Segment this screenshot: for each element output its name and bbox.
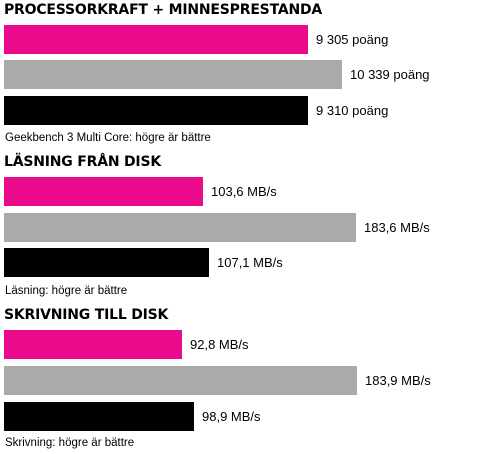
chart-footnote: Läsning: högre är bättre (5, 285, 128, 297)
chart-title: LÄSNING FRÅN DISK (4, 154, 161, 170)
black-bar (4, 96, 308, 125)
magenta-bar (4, 177, 203, 206)
value-label: 183,6 MB/s (364, 219, 430, 235)
disk-read-panel: LÄSNING FRÅN DISK 103,6 MB/s 183,6 MB/s 107… (0, 152, 480, 302)
gray-bar (4, 60, 342, 89)
black-bar (4, 248, 209, 277)
value-label: 183,9 MB/s (365, 372, 431, 388)
value-label: 92,8 MB/s (190, 336, 249, 352)
value-label: 98,9 MB/s (202, 408, 261, 424)
gray-bar (4, 213, 356, 242)
value-label: 103,6 MB/s (211, 183, 277, 199)
magenta-bar (4, 330, 182, 359)
gray-bar (4, 366, 357, 395)
cpu-memory-panel: PROCESSORKRAFT + MINNESPRESTANDA 9 305 po… (0, 0, 480, 150)
magenta-bar (4, 25, 308, 54)
value-label: 9 310 poäng (316, 102, 389, 118)
value-label: 9 305 poäng (316, 31, 389, 47)
chart-footnote: Skrivning: högre är bättre (5, 437, 135, 449)
disk-write-panel: SKRIVNING TILL DISK 92,8 MB/s 183,9 MB/s 98… (0, 305, 480, 454)
value-label: 10 339 poäng (350, 66, 430, 82)
chart-title: PROCESSORKRAFT + MINNESPRESTANDA (4, 2, 323, 18)
black-bar (4, 402, 194, 431)
chart-title: SKRIVNING TILL DISK (4, 307, 169, 323)
chart-footnote: Geekbench 3 Multi Core: högre är bättre (5, 132, 211, 144)
value-label: 107,1 MB/s (217, 254, 283, 270)
